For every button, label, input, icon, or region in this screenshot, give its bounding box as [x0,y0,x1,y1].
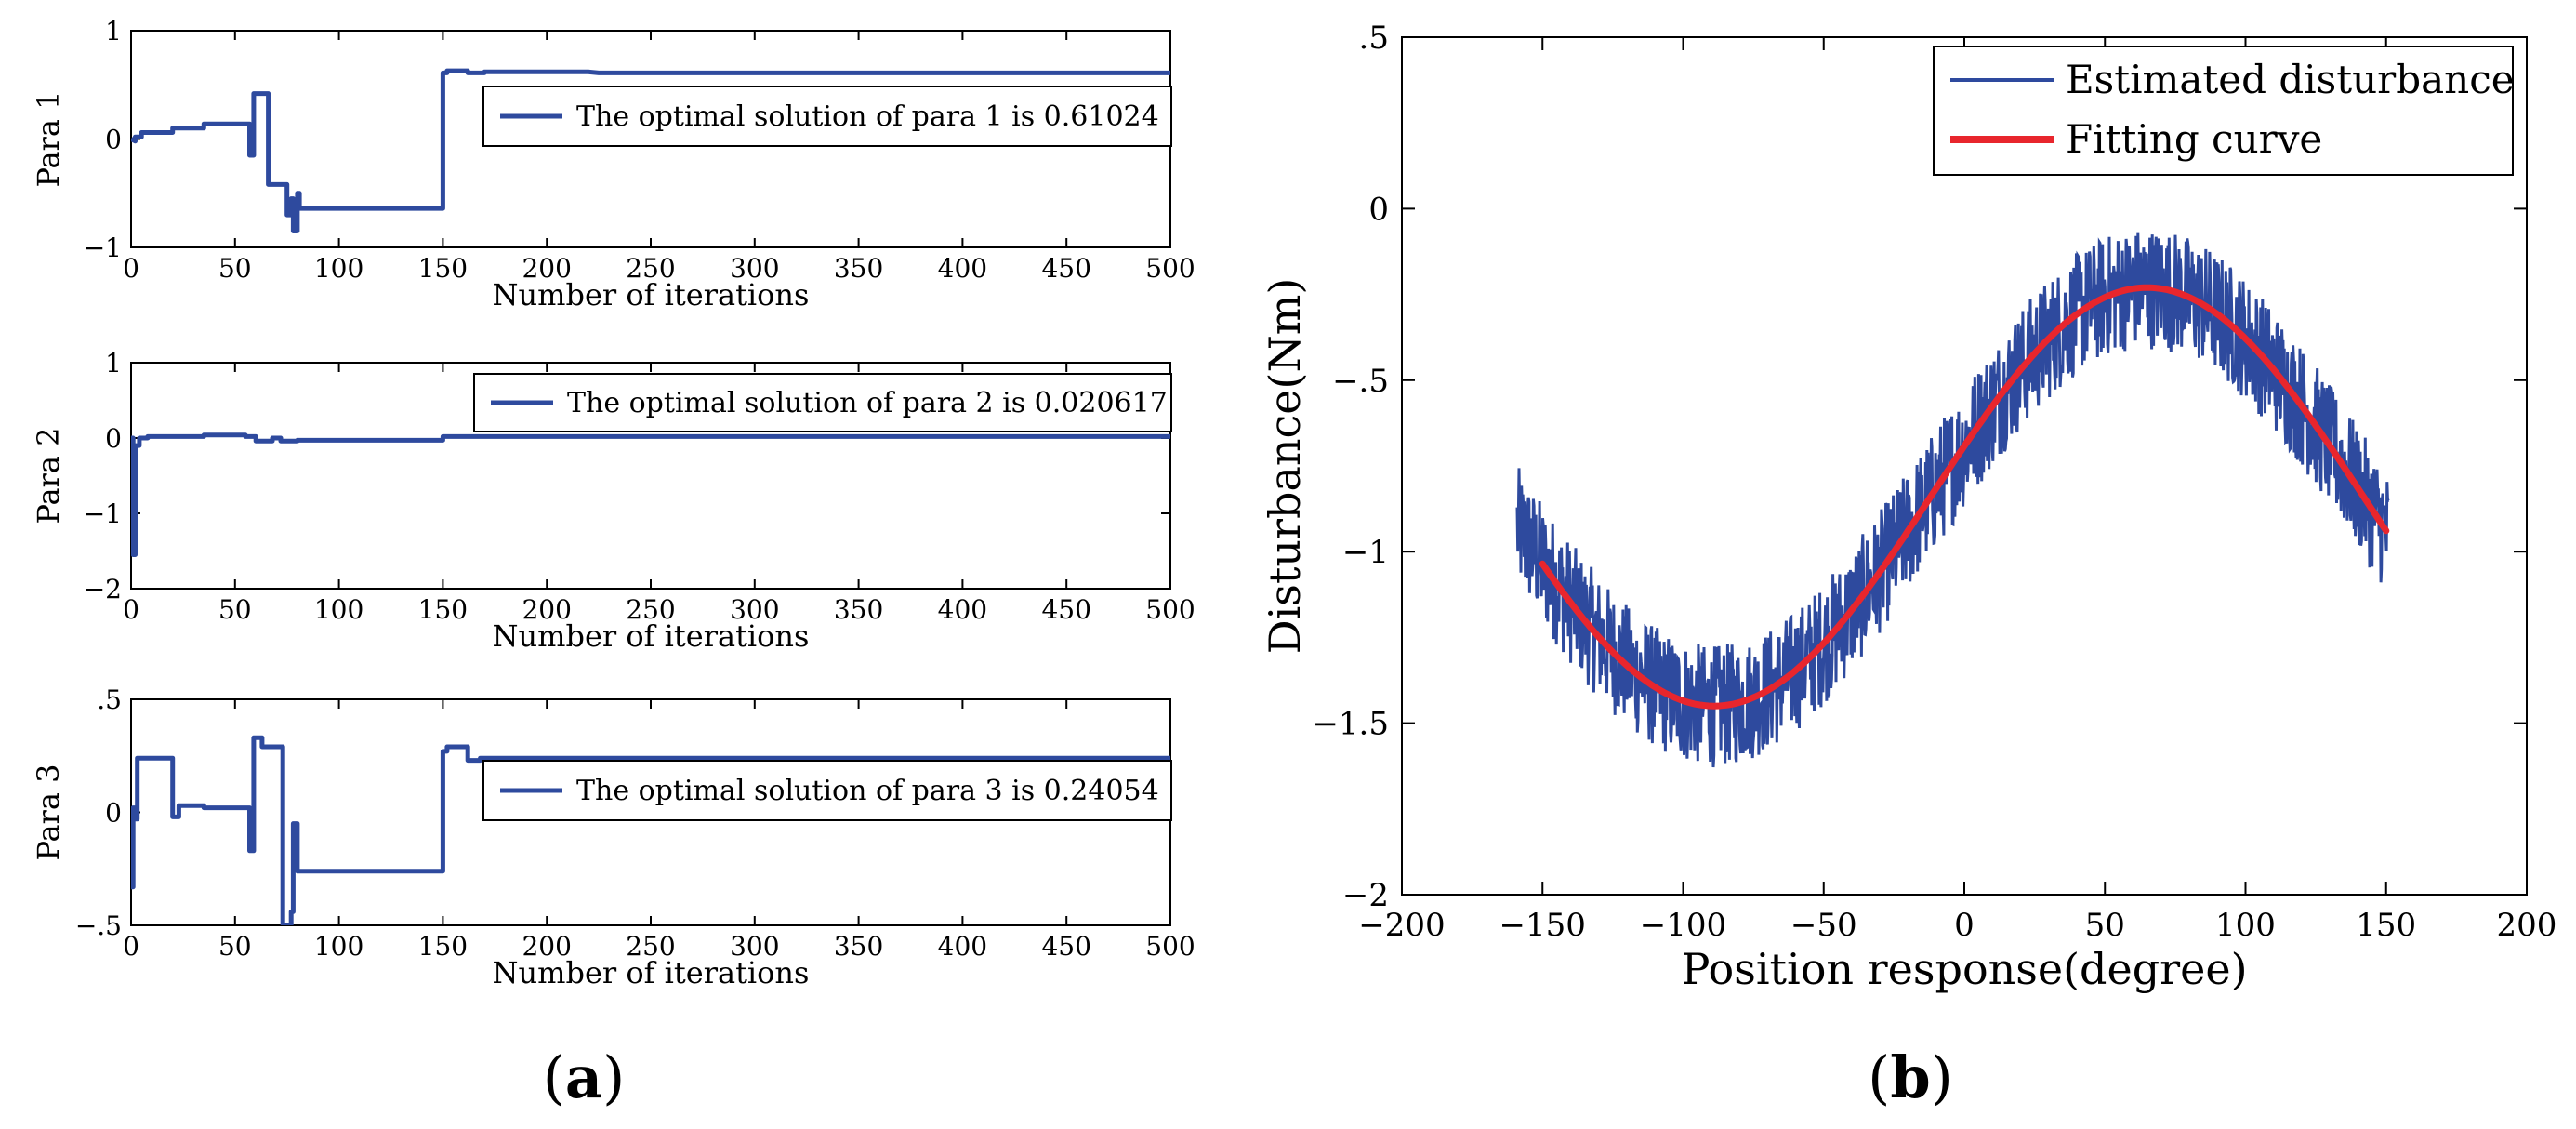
x-tick-label: 300 [730,253,779,284]
legend-label: The optimal solution of para 1 is 0.6102… [576,100,1159,133]
x-tick-label: 250 [626,253,675,284]
y-tick-label: 1 [105,16,122,46]
x-tick-label: 350 [834,931,883,962]
y-tick-label: −2 [1342,877,1389,914]
legend-box [1933,46,2514,176]
x-axis-label: Number of iterations [493,618,810,654]
y-tick-label: −1 [84,498,122,529]
x-tick-label: 150 [2356,907,2416,944]
y-tick-label: −2 [84,574,122,604]
legend-label: Estimated disturbance [2066,57,2515,102]
x-tick-label: 150 [418,594,468,625]
x-tick-label: −150 [1499,907,1586,944]
series-fitting-curve [1539,284,2390,710]
x-tick-label: 250 [626,931,675,962]
x-tick-label: 50 [218,253,252,284]
x-tick-label: 350 [834,594,883,625]
subplot-para3: 0 50 100 150 200 250 300 350 400 450 500−.50.5Numb… [31,684,1196,990]
plot-area [131,68,1170,233]
x-tick-label: 250 [626,594,675,625]
y-tick-label: −1.5 [1312,706,1389,743]
x-tick-label: 400 [938,253,987,284]
y-axis-label: Para 1 [31,90,66,187]
x-axis-label: Position response(degree) [1681,944,2247,994]
x-tick-label: 200 [2497,907,2557,944]
legend-box [482,760,1172,821]
x-tick-label: 200 [522,253,571,284]
plot-area [1515,232,2390,768]
series-line [131,68,1170,233]
x-tick-label: 150 [418,931,468,962]
x-tick-label: 500 [1145,931,1195,962]
x-tick-label: 450 [1041,594,1090,625]
legend-box [482,86,1172,147]
x-tick-label: 50 [218,931,252,962]
series-estimated-disturbance [1515,232,2390,768]
y-axis-label: Disturbance(Nm) [1260,278,1310,655]
y-tick-label: −1 [84,232,122,263]
y-axis-label: Para 3 [31,764,66,860]
series-line [131,432,1170,557]
x-tick-label: 100 [314,594,363,625]
y-tick-label: 0 [105,125,122,155]
x-tick-label: 50 [218,594,252,625]
plot-area [131,735,1170,925]
x-tick-label: 150 [418,253,468,284]
x-tick-label: 450 [1041,253,1090,284]
x-tick-label: 300 [730,931,779,962]
x-tick-label: 200 [522,931,571,962]
x-tick-label: 50 [2085,907,2125,944]
y-tick-label: −.5 [75,910,122,941]
x-tick-label: 350 [834,253,883,284]
y-tick-label: 0 [1368,191,1389,228]
legend: Estimated disturbance Fitting curve [1933,46,2515,176]
x-tick-label: 100 [314,253,363,284]
y-tick-label: −1 [1342,534,1389,571]
x-tick-label: 200 [522,594,571,625]
x-tick-label: 300 [730,594,779,625]
x-axis-label: Number of iterations [493,955,810,990]
x-tick-label: 0 [123,594,139,625]
series-line [131,735,1170,925]
plot-area [131,432,1170,557]
x-tick-label: −200 [1358,907,1445,944]
x-tick-label: 100 [314,931,363,962]
x-tick-label: 400 [938,931,987,962]
x-tick-label: −50 [1790,907,1857,944]
panel-label-a: (a) [543,1043,626,1111]
x-tick-label: 0 [123,253,139,284]
x-tick-label: −100 [1640,907,1726,944]
y-tick-label: .5 [1359,20,1389,57]
legend: The optimal solution of para 3 is 0.2405… [482,760,1172,821]
legend-label: Fitting curve [2066,116,2322,162]
legend-label: The optimal solution of para 2 is 0.0206… [567,387,1168,419]
legend-label: The optimal solution of para 3 is 0.2405… [576,775,1159,807]
y-tick-label: 0 [105,423,122,454]
y-axis-label: Para 2 [31,427,66,524]
subplot-para2: 0 50 100 150 200 250 300 350 400 450 500 −2 −1 0 1 Numb… [31,348,1196,654]
x-tick-label: 450 [1041,931,1090,962]
legend: The optimal solution of para 1 is 0.6102… [482,86,1172,147]
y-tick-label: −.5 [1332,363,1389,400]
y-tick-label: 1 [105,348,122,379]
x-tick-label: 400 [938,594,987,625]
legend: The optimal solution of para 2 is 0.0206… [473,373,1172,432]
x-axis-label: Number of iterations [493,277,810,312]
legend-box [473,373,1172,432]
x-tick-label: 500 [1145,253,1195,284]
x-tick-label: 0 [1954,907,1975,944]
subplot-para1: 0 50 100 150 200 250 300 350 400 450 500−101Number… [31,16,1196,312]
panel-label-b: (b) [1868,1043,1953,1111]
y-tick-label: 0 [105,798,122,829]
subplot-disturbance: −200 −150 −100 −50 0 50 100 150 200 −2 −1.5 −1 −.5 0.… [1260,20,2556,994]
x-tick-label: 100 [2215,907,2276,944]
x-tick-label: 0 [123,931,139,962]
x-tick-label: 500 [1145,594,1195,625]
y-tick-label: .5 [97,684,122,715]
